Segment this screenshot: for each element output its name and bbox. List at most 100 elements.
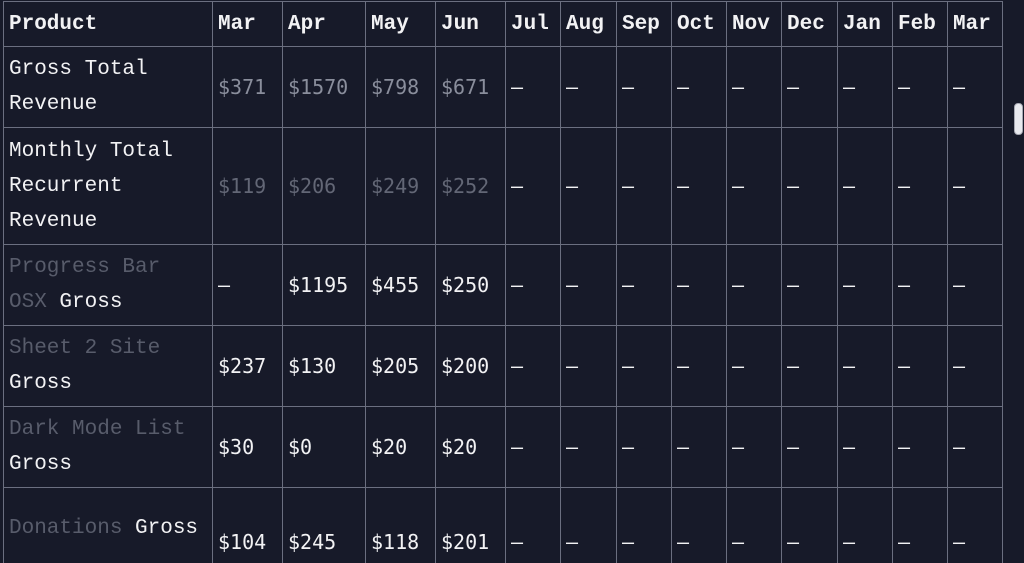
row-label-suffix: Gross [46,291,123,314]
header-aug: Aug [560,1,617,47]
cell-value: $20 [435,406,506,488]
cell-value: – [837,325,893,407]
cell-value: – [892,46,948,128]
cell-value: $104 [212,487,283,563]
row-label: Dark Mode List Gross [3,406,213,488]
header-sep: Sep [616,1,672,47]
cell-value: $252 [435,127,506,245]
row-label: Progress Bar OSX Gross [3,244,213,326]
header-jan: Jan [837,1,893,47]
cell-value: – [671,325,727,407]
cell-value: – [671,406,727,488]
cell-value: $205 [365,325,436,407]
row-label-text: Monthly Total Recurrent Revenue [9,139,173,233]
cell-value: $371 [212,46,283,128]
row-label-suffix: Gross [122,516,199,540]
cell-value: – [892,406,948,488]
cell-value: $237 [212,325,283,407]
cell-value: – [560,487,617,563]
cell-value: $30 [212,406,283,488]
cell-value: $671 [435,46,506,128]
cell-value: – [837,46,893,128]
header-mar-next: Mar [947,1,1003,47]
revenue-table: Product Mar Apr May Jun Jul Aug Sep Oct … [3,1,1003,563]
header-dec: Dec [781,1,838,47]
cell-value: – [560,406,617,488]
cell-value: – [505,244,561,326]
cell-value: – [560,325,617,407]
cell-value: – [726,244,782,326]
cell-value: – [892,127,948,245]
cell-value: – [947,244,1003,326]
cell-value: $245 [282,487,366,563]
cell-value: – [505,325,561,407]
header-jul: Jul [505,1,561,47]
cell-value: – [560,127,617,245]
header-product: Product [3,1,213,47]
cell-value: – [947,46,1003,128]
cell-value: – [947,487,1003,563]
cell-value: – [837,127,893,245]
cell-value: – [671,244,727,326]
cell-value: – [212,244,283,326]
cell-value: – [837,487,893,563]
cell-value: – [837,406,893,488]
cell-value: – [892,244,948,326]
cell-value: – [892,325,948,407]
product-link[interactable]: Progress Bar OSX [9,256,161,314]
cell-value: – [726,127,782,245]
cell-value: $200 [435,325,506,407]
row-label: Gross Total Revenue [3,46,213,128]
cell-value: – [616,406,672,488]
cell-value: $201 [435,487,506,563]
table-row: Sheet 2 Site Gross $237 $130 $205 $200 –… [3,325,1003,407]
cell-value: – [671,487,727,563]
row-label: Donations Gross [3,487,213,563]
cell-value: – [616,487,672,563]
cell-value: – [505,127,561,245]
cell-value: – [947,325,1003,407]
cell-value: $119 [212,127,283,245]
scrollbar-thumb[interactable] [1014,103,1023,135]
cell-value: – [616,127,672,245]
cell-value: – [505,487,561,563]
cell-value: – [726,406,782,488]
cell-value: $1570 [282,46,366,128]
cell-value: $130 [282,325,366,407]
cell-value: $455 [365,244,436,326]
cell-value: – [892,487,948,563]
product-link[interactable]: Dark Mode List [9,418,186,441]
cell-value: – [947,127,1003,245]
cell-value: – [726,46,782,128]
cell-value: – [781,46,838,128]
cell-value: – [781,487,838,563]
cell-value: – [726,325,782,407]
cell-value: – [560,244,617,326]
product-link[interactable]: Donations [9,516,123,540]
cell-value: – [616,244,672,326]
cell-value: $206 [282,127,366,245]
cell-value: $118 [365,487,436,563]
table-row: Gross Total Revenue $371 $1570 $798 $671… [3,46,1003,128]
cell-value: – [505,46,561,128]
table-row: Dark Mode List Gross $30 $0 $20 $20 – – … [3,406,1003,488]
cell-value: $798 [365,46,436,128]
product-link[interactable]: Sheet 2 Site [9,337,161,360]
cell-value: – [947,406,1003,488]
cell-value: $249 [365,127,436,245]
cell-value: – [560,46,617,128]
table-row: Donations Gross $104 $245 $118 $201 – – … [3,487,1003,563]
table-row: Monthly Total Recurrent Revenue $119 $20… [3,127,1003,245]
row-label: Sheet 2 Site Gross [3,325,213,407]
header-mar: Mar [212,1,283,47]
header-feb: Feb [892,1,948,47]
cell-value: – [781,127,838,245]
row-label: Monthly Total Recurrent Revenue [3,127,213,245]
header-apr: Apr [282,1,366,47]
cell-value: – [837,244,893,326]
table-row: Progress Bar OSX Gross – $1195 $455 $250… [3,244,1003,326]
cell-value: $1195 [282,244,366,326]
row-label-suffix: Gross [9,372,73,395]
cell-value: – [781,244,838,326]
